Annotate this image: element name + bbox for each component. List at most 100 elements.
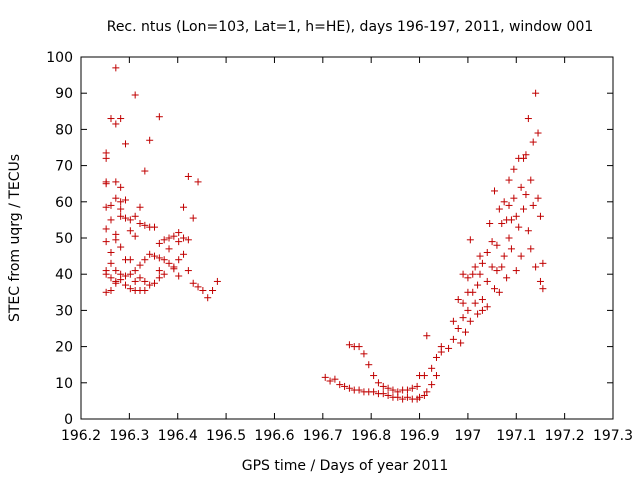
data-point [331,375,339,383]
data-point [493,241,501,249]
data-point [374,379,382,387]
data-point [522,151,530,159]
data-point [341,382,349,390]
data-point [505,201,513,209]
y-tick-label: 40 [55,267,73,283]
data-point [488,263,496,271]
data-point [474,310,482,318]
x-tick-label: 197.3 [593,428,633,444]
x-tick-label: 197 [455,428,482,444]
data-point [336,381,344,389]
data-point [209,286,217,294]
data-point [534,194,542,202]
data-point [165,245,173,253]
data-point [141,256,149,264]
data-point [194,178,202,186]
data-point [141,167,149,175]
data-point [146,250,154,258]
data-point [505,176,513,184]
x-tick-label: 196.4 [158,428,198,444]
data-point [170,265,178,273]
y-tick-label: 10 [55,376,73,392]
data-point [146,136,154,144]
x-tick-label: 197.1 [496,428,536,444]
y-tick-label: 50 [55,231,73,247]
data-point [121,272,129,280]
data-point [151,279,159,287]
data-point [515,223,523,231]
data-point [126,227,134,235]
data-point [483,277,491,285]
y-tick-label: 60 [55,195,73,211]
data-point [524,115,532,123]
data-point [170,232,178,240]
data-point [175,229,183,237]
data-point [384,384,392,392]
data-point [532,89,540,97]
data-point [155,274,163,282]
data-point [474,281,482,289]
data-point [213,277,221,285]
data-point [126,285,134,293]
data-point [459,270,467,278]
data-point [483,303,491,311]
data-point [151,223,159,231]
data-point [184,172,192,180]
data-point [131,267,139,275]
data-point [117,212,125,220]
data-point [102,288,110,296]
data-point [117,276,125,284]
chart-title: Rec. ntus (Lon=103, Lat=1, h=HE), days 1… [107,19,594,35]
data-point [520,154,528,162]
data-point [370,388,378,396]
data-point [493,267,501,275]
y-axis-ticks: 0 10 20 30 40 50 60 70 80 90 100 [46,50,613,428]
data-point [102,180,110,188]
data-point [184,267,192,275]
data-point [478,296,486,304]
data-point [117,183,125,191]
data-point [121,281,129,289]
data-point [365,361,373,369]
data-point [539,259,547,267]
data-point [529,138,537,146]
data-point [449,335,457,343]
data-point [491,285,499,293]
data-point [112,194,120,202]
data-point [498,220,506,228]
data-point [121,196,129,204]
data-point [536,277,544,285]
y-tick-label: 30 [55,303,73,319]
data-point [476,252,484,260]
data-point [478,306,486,314]
data-point [112,178,120,186]
x-tick-label: 196.6 [254,428,294,444]
data-point [180,203,188,211]
data-point [107,201,115,209]
y-tick-label: 90 [55,86,73,102]
data-point [416,393,424,401]
data-point [102,225,110,233]
data-point [495,205,503,213]
data-point [345,341,353,349]
x-axis-label: GPS time / Days of year 2011 [242,458,449,474]
x-axis-ticks: 196.2 196.3 196.4 196.5 196.6 196.7 196.8 196.9… [61,57,633,444]
data-point [527,245,535,253]
x-tick-label: 197.2 [545,428,585,444]
data-point [384,391,392,399]
data-point [486,220,494,228]
data-point [529,201,537,209]
data-point [107,248,115,256]
data-point [517,252,525,260]
data-point [204,294,212,302]
data-point [491,187,499,195]
data-point [498,263,506,271]
data-point [527,176,535,184]
data-point [131,212,139,220]
data-point [155,254,163,262]
data-point [107,274,115,282]
plot-frame [80,56,614,420]
data-point [199,286,207,294]
data-point [175,256,183,264]
